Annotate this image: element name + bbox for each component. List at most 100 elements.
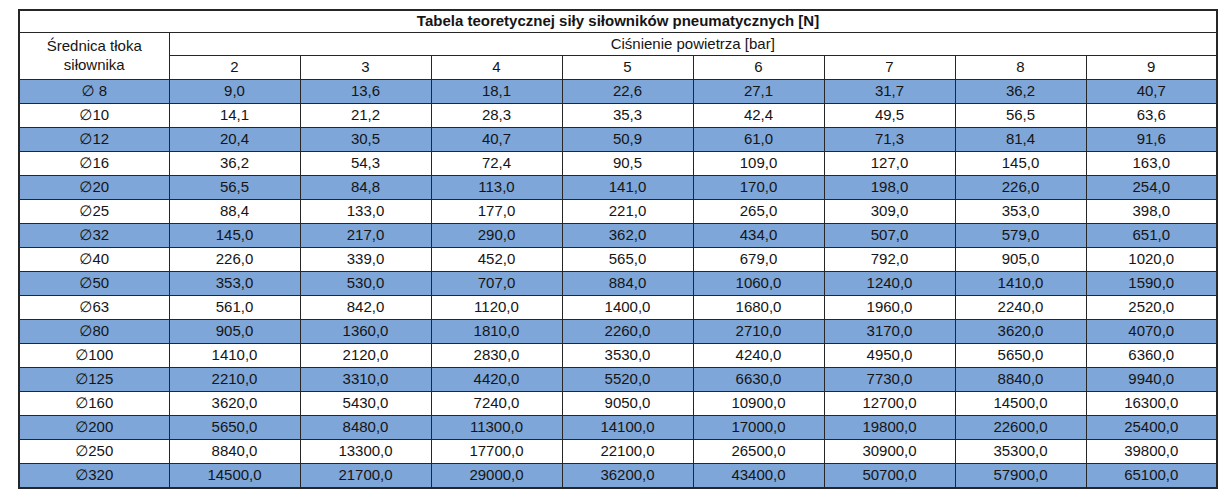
force-value-cell: 7730,0 (824, 368, 955, 392)
force-value-cell: 507,0 (824, 224, 955, 248)
force-value-cell: 25400,0 (1086, 416, 1217, 440)
pressure-header-row: 23456789 (19, 56, 1217, 80)
force-value-cell: 11300,0 (431, 416, 562, 440)
force-value-cell: 22600,0 (955, 416, 1086, 440)
force-value-cell: 72,4 (431, 152, 562, 176)
force-value-cell: 565,0 (562, 248, 693, 272)
force-value-cell: 22100,0 (562, 440, 693, 464)
pressure-column-header: 9 (1086, 56, 1217, 80)
force-value-cell: 12700,0 (824, 392, 955, 416)
diameter-cell: ∅40 (19, 248, 169, 272)
force-value-cell: 28,3 (431, 104, 562, 128)
pressure-column-header: 6 (693, 56, 824, 80)
force-value-cell: 1680,0 (693, 296, 824, 320)
force-value-cell: 36,2 (955, 80, 1086, 104)
force-value-cell: 57900,0 (955, 464, 1086, 489)
force-value-cell: 50700,0 (824, 464, 955, 489)
force-value-cell: 20,4 (169, 128, 300, 152)
force-value-cell: 679,0 (693, 248, 824, 272)
force-value-cell: 2710,0 (693, 320, 824, 344)
force-value-cell: 1400,0 (562, 296, 693, 320)
force-value-cell: 2830,0 (431, 344, 562, 368)
force-value-cell: 127,0 (824, 152, 955, 176)
force-value-cell: 7240,0 (431, 392, 562, 416)
table-row: ∅2005650,08480,011300,014100,017000,0198… (19, 416, 1217, 440)
force-value-cell: 1020,0 (1086, 248, 1217, 272)
diameter-cell: ∅12 (19, 128, 169, 152)
force-value-cell: 4240,0 (693, 344, 824, 368)
force-value-cell: 6360,0 (1086, 344, 1217, 368)
force-value-cell: 9050,0 (562, 392, 693, 416)
force-value-cell: 21,2 (300, 104, 431, 128)
force-value-cell: 3620,0 (955, 320, 1086, 344)
force-value-cell: 707,0 (431, 272, 562, 296)
table-row: ∅40226,0339,0452,0565,0679,0792,0905,010… (19, 248, 1217, 272)
force-value-cell: 3170,0 (824, 320, 955, 344)
force-value-cell: 1060,0 (693, 272, 824, 296)
force-value-cell: 65100,0 (1086, 464, 1217, 489)
table-title: Tabela teoretycznej siły siłowników pneu… (19, 10, 1217, 33)
force-value-cell: 17000,0 (693, 416, 824, 440)
force-value-cell: 4420,0 (431, 368, 562, 392)
force-value-cell: 265,0 (693, 200, 824, 224)
force-value-cell: 452,0 (431, 248, 562, 272)
pressure-column-header: 5 (562, 56, 693, 80)
force-value-cell: 29000,0 (431, 464, 562, 489)
diameter-cell: ∅63 (19, 296, 169, 320)
diameter-cell: ∅100 (19, 344, 169, 368)
force-value-cell: 5430,0 (300, 392, 431, 416)
force-value-cell: 5650,0 (955, 344, 1086, 368)
force-value-cell: 71,3 (824, 128, 955, 152)
force-value-cell: 226,0 (955, 176, 1086, 200)
force-value-cell: 141,0 (562, 176, 693, 200)
force-value-cell: 39800,0 (1086, 440, 1217, 464)
force-value-cell: 309,0 (824, 200, 955, 224)
force-value-cell: 9940,0 (1086, 368, 1217, 392)
force-value-cell: 398,0 (1086, 200, 1217, 224)
force-value-cell: 221,0 (562, 200, 693, 224)
force-value-cell: 10900,0 (693, 392, 824, 416)
column-group-row: Średnica tłoka siłownika Ciśnienie powie… (19, 33, 1217, 56)
diameter-cell: ∅160 (19, 392, 169, 416)
force-value-cell: 1410,0 (169, 344, 300, 368)
force-value-cell: 14500,0 (169, 464, 300, 489)
force-value-cell: 2260,0 (562, 320, 693, 344)
force-value-cell: 6630,0 (693, 368, 824, 392)
force-value-cell: 9,0 (169, 80, 300, 104)
force-value-cell: 226,0 (169, 248, 300, 272)
force-value-cell: 43400,0 (693, 464, 824, 489)
force-value-cell: 31,7 (824, 80, 955, 104)
table-row: ∅2056,584,8113,0141,0170,0198,0226,0254,… (19, 176, 1217, 200)
diameter-cell: ∅ 8 (19, 80, 169, 104)
force-value-cell: 2210,0 (169, 368, 300, 392)
pressure-column-header: 7 (824, 56, 955, 80)
force-value-cell: 36,2 (169, 152, 300, 176)
force-value-cell: 109,0 (693, 152, 824, 176)
force-value-cell: 56,5 (955, 104, 1086, 128)
force-value-cell: 35,3 (562, 104, 693, 128)
force-value-cell: 434,0 (693, 224, 824, 248)
force-value-cell: 27,1 (693, 80, 824, 104)
force-value-cell: 61,0 (693, 128, 824, 152)
force-value-cell: 145,0 (955, 152, 1086, 176)
force-value-cell: 4070,0 (1086, 320, 1217, 344)
force-value-cell: 17700,0 (431, 440, 562, 464)
force-value-cell: 353,0 (169, 272, 300, 296)
column-group-label: Ciśnienie powietrza [bar] (169, 33, 1217, 56)
force-value-cell: 113,0 (431, 176, 562, 200)
force-value-cell: 339,0 (300, 248, 431, 272)
table-row: ∅50353,0530,0707,0884,01060,01240,01410,… (19, 272, 1217, 296)
force-value-cell: 561,0 (169, 296, 300, 320)
force-value-cell: 91,6 (1086, 128, 1217, 152)
force-value-cell: 35300,0 (955, 440, 1086, 464)
diameter-cell: ∅16 (19, 152, 169, 176)
force-value-cell: 54,3 (300, 152, 431, 176)
table-row: ∅32145,0217,0290,0362,0434,0507,0579,065… (19, 224, 1217, 248)
force-value-cell: 1960,0 (824, 296, 955, 320)
force-value-cell: 13300,0 (300, 440, 431, 464)
force-value-cell: 905,0 (955, 248, 1086, 272)
force-value-cell: 651,0 (1086, 224, 1217, 248)
force-value-cell: 40,7 (431, 128, 562, 152)
force-value-cell: 1590,0 (1086, 272, 1217, 296)
force-value-cell: 3310,0 (300, 368, 431, 392)
